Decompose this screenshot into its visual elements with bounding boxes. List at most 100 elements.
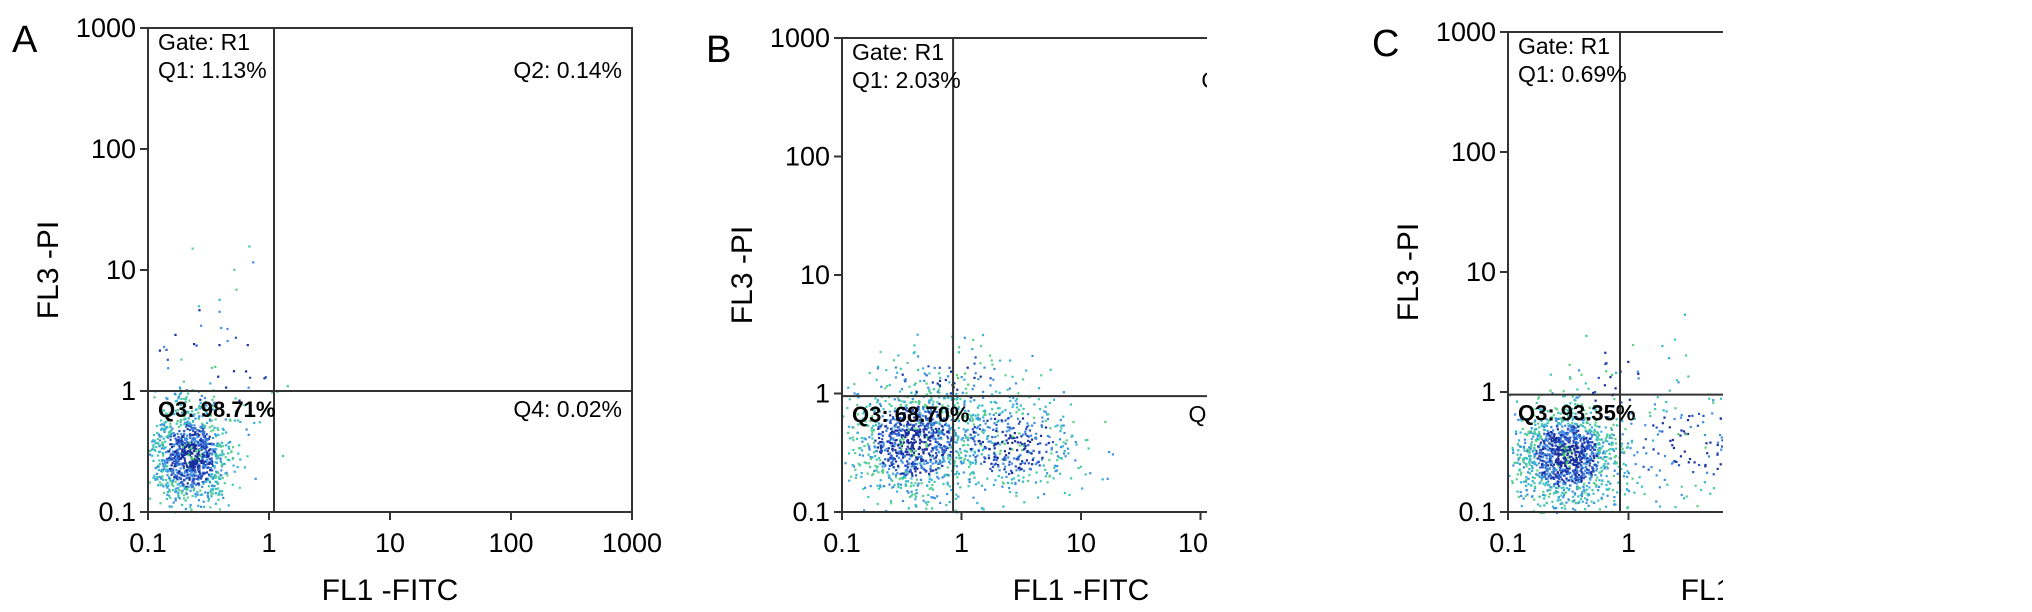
data-point: [178, 472, 181, 475]
data-point: [171, 427, 174, 430]
data-point: [1015, 469, 1018, 472]
data-point: [1535, 452, 1538, 455]
data-point: [1603, 456, 1606, 459]
data-point: [1579, 493, 1583, 497]
data-point: [1590, 437, 1593, 440]
data-point: [168, 459, 172, 462]
data-point: [1034, 481, 1037, 484]
data-point: [194, 408, 198, 411]
data-point: [1029, 440, 1032, 444]
data-point: [1590, 476, 1593, 479]
data-point: [1613, 496, 1616, 499]
data-point: [938, 379, 942, 382]
x-tick-label: 10: [1066, 528, 1096, 558]
data-point: [1586, 461, 1589, 464]
data-point: [1525, 463, 1528, 466]
data-point: [1538, 482, 1541, 485]
data-point: [994, 453, 997, 456]
data-point: [190, 447, 193, 450]
data-point: [914, 423, 918, 426]
data-point: [1558, 441, 1561, 444]
data-point: [881, 415, 884, 418]
data-point: [1658, 430, 1661, 433]
data-point: [1047, 413, 1050, 416]
data-point: [1019, 463, 1022, 466]
data-point: [869, 457, 873, 461]
data-point: [1622, 475, 1626, 478]
data-point: [1031, 354, 1034, 357]
data-point: [210, 462, 213, 465]
data-point: [1039, 408, 1042, 411]
data-point: [1586, 439, 1589, 442]
data-point: [158, 481, 162, 484]
data-point: [868, 436, 871, 439]
data-point: [195, 447, 198, 450]
data-point: [1060, 427, 1063, 430]
data-point: [199, 407, 202, 410]
data-point: [969, 400, 972, 403]
data-point: [1565, 501, 1568, 504]
data-point: [1551, 436, 1554, 439]
data-point: [1620, 445, 1623, 448]
data-point: [229, 419, 232, 422]
data-point: [184, 462, 187, 465]
data-point: [1557, 454, 1560, 457]
data-point: [160, 423, 163, 426]
data-point: [927, 426, 930, 429]
data-point: [914, 440, 917, 443]
data-point: [1538, 495, 1541, 498]
data-point: [904, 483, 907, 486]
data-point: [1704, 463, 1707, 467]
data-point: [1633, 491, 1636, 494]
data-point: [200, 448, 203, 452]
data-point: [214, 418, 217, 421]
data-point: [977, 378, 980, 381]
data-point: [877, 365, 880, 368]
data-point: [963, 449, 967, 452]
data-point: [927, 493, 930, 497]
data-point: [929, 465, 932, 468]
data-point: [988, 426, 991, 429]
data-point: [1587, 504, 1590, 507]
data-point: [937, 388, 940, 391]
data-point: [897, 451, 900, 454]
data-point: [1546, 449, 1549, 452]
data-point: [980, 453, 983, 456]
data-point: [199, 460, 202, 463]
data-point: [1025, 428, 1028, 431]
data-point: [854, 468, 857, 471]
data-point: [1580, 451, 1584, 454]
data-point: [890, 454, 893, 457]
data-point: [171, 479, 174, 483]
data-point: [913, 493, 917, 496]
data-point: [1571, 474, 1574, 477]
data-point: [1571, 462, 1574, 466]
data-point: [180, 397, 183, 400]
data-point: [186, 410, 189, 413]
data-point: [904, 433, 908, 436]
data-point: [191, 485, 194, 488]
data-point: [1687, 375, 1690, 378]
data-point: [939, 460, 942, 463]
data-point: [187, 422, 190, 425]
data-point: [1588, 461, 1592, 465]
data-point: [1661, 430, 1664, 433]
data-point: [1601, 479, 1604, 482]
data-point: [886, 471, 889, 474]
data-point: [1575, 459, 1578, 462]
data-point: [911, 446, 914, 449]
data-point: [1600, 466, 1603, 469]
data-point: [970, 471, 973, 474]
data-point: [167, 470, 170, 473]
data-point: [949, 392, 952, 395]
data-point: [182, 465, 185, 468]
data-point: [158, 459, 161, 462]
data-point: [1551, 465, 1554, 468]
data-point: [919, 478, 923, 481]
data-point: [1533, 482, 1536, 485]
data-point: [930, 450, 933, 453]
data-point: [982, 419, 985, 422]
data-point: [879, 486, 882, 489]
data-point: [1565, 491, 1568, 494]
data-point: [909, 485, 912, 488]
